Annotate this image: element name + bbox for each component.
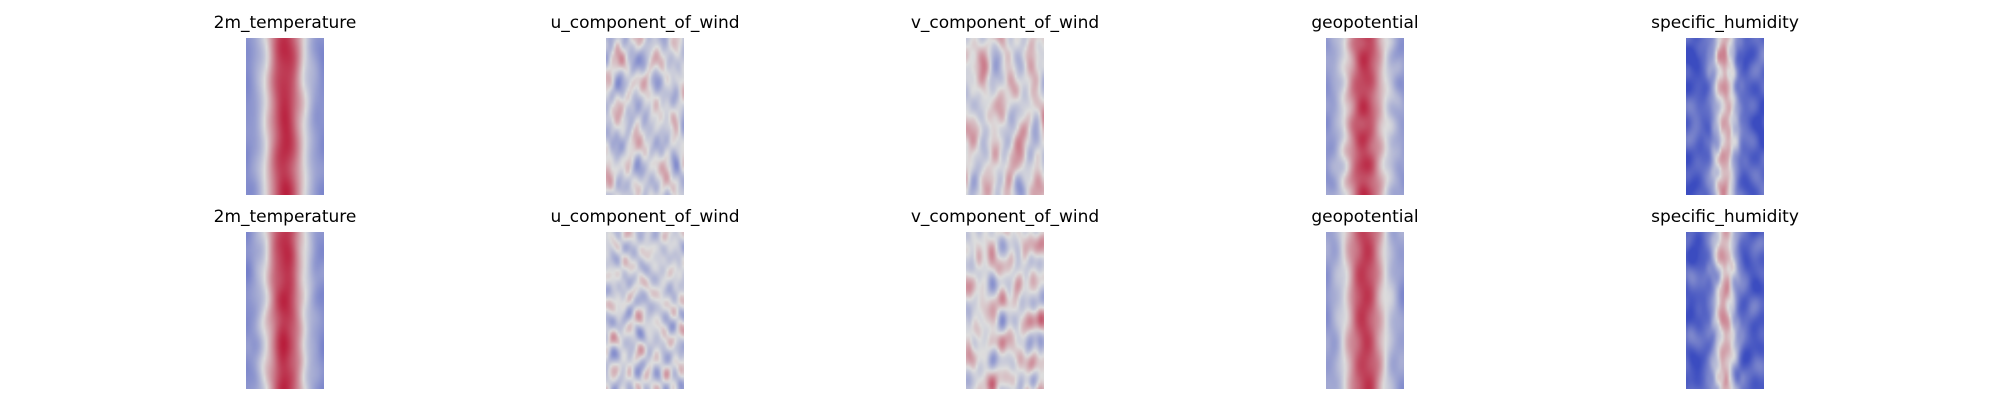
panel-row2-col1: 2m_temperature: [105, 206, 465, 396]
panel-row1-col4: geopotential: [1185, 12, 1545, 202]
panel-title: v_component_of_wind: [910, 207, 1100, 227]
panel-row2-col4: geopotential: [1185, 206, 1545, 396]
panel-title: geopotential: [1311, 207, 1419, 227]
panel-title: 2m_temperature: [213, 13, 357, 33]
panel-row1-col3: v_component_of_wind: [825, 12, 1185, 202]
heatmap-u-component-of-wind: [606, 38, 684, 195]
heatmap-geopotential: [1326, 38, 1404, 195]
heatmap-geopotential: [1326, 232, 1404, 389]
heatmap-v-component-of-wind: [966, 232, 1044, 389]
panel-title: specific_humidity: [1651, 13, 1799, 33]
panel-title: u_component_of_wind: [550, 13, 740, 33]
heatmap-v-component-of-wind: [966, 38, 1044, 195]
panel-row1-col2: u_component_of_wind: [465, 12, 825, 202]
panel-row2-col3: v_component_of_wind: [825, 206, 1185, 396]
heatmap-2m-temperature: [246, 38, 324, 195]
panel-title: geopotential: [1311, 13, 1419, 33]
heatmap-specific-humidity: [1686, 232, 1764, 389]
heatmap-u-component-of-wind: [606, 232, 684, 389]
heatmap-2m-temperature: [246, 232, 324, 389]
panel-row2-col2: u_component_of_wind: [465, 206, 825, 396]
panel-row2-col5: specific_humidity: [1545, 206, 1905, 396]
heatmap-specific-humidity: [1686, 38, 1764, 195]
panel-title: u_component_of_wind: [550, 207, 740, 227]
panel-row1-col5: specific_humidity: [1545, 12, 1905, 202]
panel-title: v_component_of_wind: [910, 13, 1100, 33]
panel-title: 2m_temperature: [213, 207, 357, 227]
panel-title: specific_humidity: [1651, 207, 1799, 227]
panel-row1-col1: 2m_temperature: [105, 12, 465, 202]
